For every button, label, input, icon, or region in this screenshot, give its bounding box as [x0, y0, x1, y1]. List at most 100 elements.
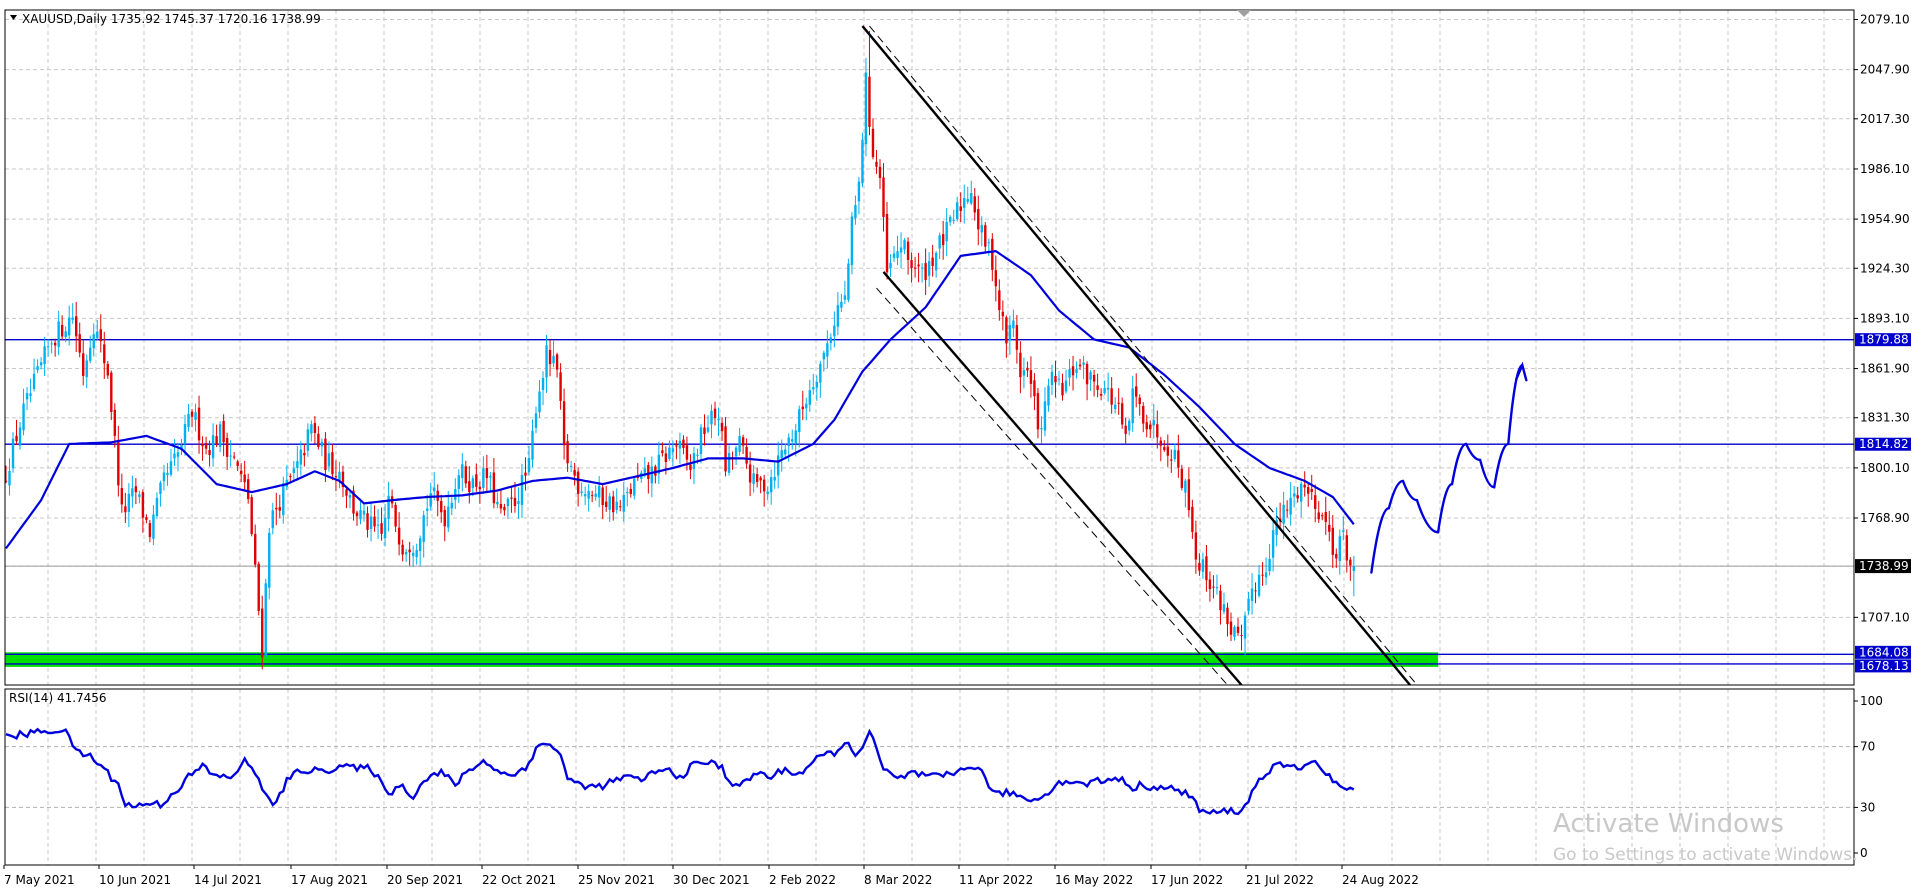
candle-body [1310, 488, 1313, 493]
price-tick-label: 1707.10 [1860, 610, 1910, 624]
candle-body [833, 325, 836, 337]
candle-body [1050, 371, 1054, 385]
candle-body [1328, 524, 1331, 532]
candle-body [60, 324, 64, 337]
candle-body [57, 321, 60, 348]
candle-body [25, 393, 29, 400]
candle-body [289, 476, 292, 478]
projection-drawing[interactable] [1370, 361, 1528, 574]
candle-body [331, 452, 334, 475]
candle-body [682, 439, 685, 448]
candle-body [980, 224, 983, 233]
candle-body [1299, 483, 1303, 502]
price-tick-label: 1768.90 [1860, 511, 1910, 525]
candle-body [352, 490, 355, 514]
candle-body [1229, 621, 1233, 635]
candle-body [510, 497, 513, 499]
candle-body [457, 475, 460, 490]
candle-body [1180, 468, 1184, 488]
candle-body [359, 510, 362, 520]
time-tick-label: 2 Feb 2022 [769, 873, 836, 887]
candle-body [397, 527, 401, 545]
candle-body [1264, 572, 1268, 578]
candle-body [71, 317, 74, 320]
time-axis[interactable]: 7 May 2021 10 Jun 2021 14 Jul 2021 17 Aug 2… [3, 865, 1419, 887]
rsi-panel-border [4, 688, 1855, 866]
watermark-title: Activate Windows [1553, 809, 1784, 839]
candle-body [819, 363, 822, 383]
candle-body [1166, 446, 1170, 456]
time-tick-label: 25 Nov 2021 [578, 873, 655, 887]
candle-body [82, 353, 85, 376]
candle-body [1254, 590, 1257, 592]
trendline-dashed[interactable] [876, 287, 1228, 685]
candle-body [1068, 369, 1071, 378]
candle-body [566, 441, 569, 464]
time-tick-label: 7 May 2021 [4, 873, 75, 887]
candle-body [534, 413, 538, 428]
price-level-tag [1855, 333, 1911, 347]
candle-body [703, 427, 706, 435]
candle-body [615, 501, 618, 510]
rsi-tick-label: 30 [1860, 800, 1875, 814]
candle-body [948, 216, 952, 223]
candle-body [1047, 385, 1050, 406]
candle-body [847, 263, 850, 300]
candle-body [187, 413, 190, 428]
candle-body [1226, 607, 1229, 625]
price-axis[interactable]: 2079.10 2047.90 2017.30 1986.10 1954.90 1924.… [1854, 12, 1911, 673]
price-panel-border [4, 9, 1855, 686]
candle-body [924, 263, 927, 280]
candle-body [222, 420, 225, 443]
candle-body [889, 262, 892, 269]
candle-body [741, 437, 745, 446]
rsi-tick-label: 70 [1860, 740, 1875, 754]
trendline[interactable] [861, 25, 1411, 685]
candle-body [173, 453, 176, 459]
time-tick-label: 14 Jul 2021 [194, 873, 262, 887]
rsi-panel[interactable]: RSI(14) 41.7456 100 70 30 0 [4, 688, 1883, 866]
candle-body [447, 506, 450, 528]
candle-body [1159, 440, 1162, 446]
candle-body [601, 487, 604, 506]
candle-body [1096, 385, 1099, 390]
candle-body [78, 334, 81, 353]
shift-marker-icon[interactable] [1237, 10, 1251, 17]
chevron-down-icon[interactable] [10, 15, 17, 20]
candle-body [826, 343, 829, 357]
candle-body [945, 222, 948, 242]
candle-body [134, 486, 138, 493]
time-tick-label: 20 Sep 2021 [387, 873, 463, 887]
price-level-tag-label: 1678.13 [1859, 659, 1909, 673]
candle-body [1036, 393, 1040, 430]
candle-body [1321, 515, 1324, 517]
candle-body [871, 128, 875, 158]
candle-body [239, 470, 243, 475]
candle-body [626, 491, 629, 493]
candle-body [1054, 376, 1057, 383]
rsi-axis[interactable]: 100 70 30 0 [1854, 694, 1883, 860]
candle-body [738, 435, 741, 452]
candle-body [1338, 536, 1341, 561]
candle-body [1222, 604, 1226, 612]
trend-channel[interactable] [861, 25, 1418, 685]
time-tick-label: 11 Apr 2022 [959, 873, 1033, 887]
time-tick-label: 17 Aug 2021 [291, 873, 368, 887]
candle-body [1303, 484, 1306, 488]
candle-body [1099, 393, 1103, 396]
candle-body [32, 373, 36, 390]
candle-body [517, 501, 520, 504]
candle-body [278, 507, 281, 511]
candle-body [50, 343, 53, 345]
price-panel[interactable]: XAUUSD,Daily 1735.92 1745.37 1720.16 173… [4, 9, 1911, 686]
candle-body [422, 515, 425, 542]
candle-body [468, 481, 471, 493]
projection-path[interactable] [1370, 364, 1524, 574]
trendline[interactable] [882, 271, 1243, 685]
candle-body [787, 437, 790, 446]
candle-body [64, 331, 67, 338]
candle-body [1314, 495, 1317, 509]
candle-body [348, 495, 352, 498]
candle-body [896, 251, 899, 259]
